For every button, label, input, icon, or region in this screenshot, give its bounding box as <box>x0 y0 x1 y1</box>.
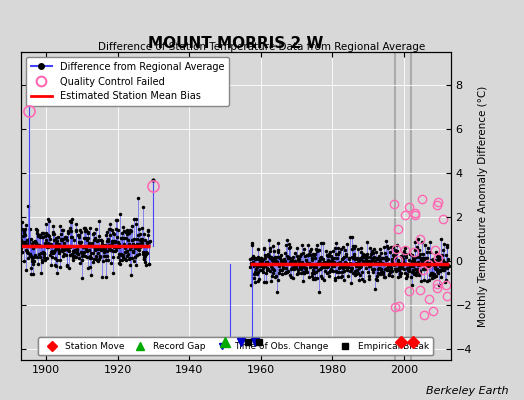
Y-axis label: Monthly Temperature Anomaly Difference (°C): Monthly Temperature Anomaly Difference (… <box>477 85 487 327</box>
Text: Difference of Station Temperature Data from Regional Average: Difference of Station Temperature Data f… <box>99 42 425 52</box>
Title: MOUNT MORRIS 2 W: MOUNT MORRIS 2 W <box>148 36 323 51</box>
Legend: Station Move, Record Gap, Time of Obs. Change, Empirical Break: Station Move, Record Gap, Time of Obs. C… <box>38 338 433 356</box>
Text: Berkeley Earth: Berkeley Earth <box>426 386 508 396</box>
